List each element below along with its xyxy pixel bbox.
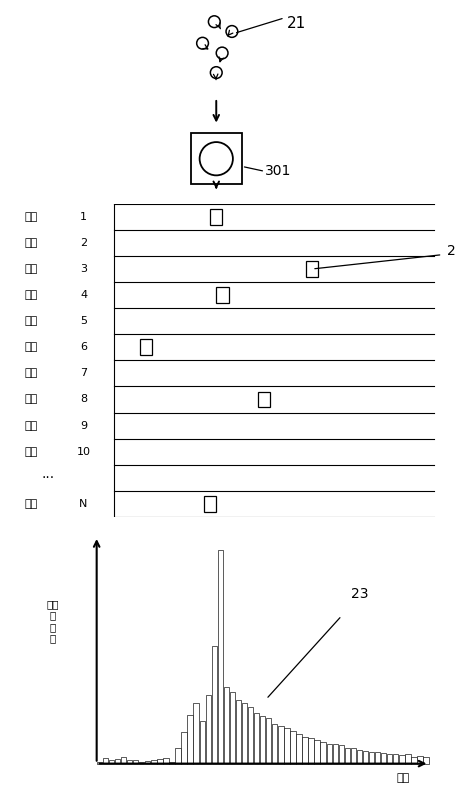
Bar [223, 687, 228, 764]
Text: 23: 23 [350, 586, 367, 601]
Bar [398, 755, 404, 764]
Text: 周期: 周期 [24, 368, 38, 379]
Bar [241, 703, 247, 764]
Bar [139, 340, 152, 355]
Bar [308, 738, 313, 764]
Text: 5: 5 [80, 316, 87, 326]
Text: 周期: 周期 [24, 447, 38, 457]
Bar [175, 749, 180, 764]
Text: N: N [79, 499, 87, 509]
Bar [380, 753, 385, 764]
Bar [320, 741, 325, 764]
Bar [422, 757, 428, 764]
Text: 周期: 周期 [24, 212, 38, 222]
Bar [356, 750, 361, 764]
Text: 22: 22 [446, 244, 455, 258]
Bar [344, 748, 349, 764]
Text: 周期: 周期 [24, 264, 38, 274]
Bar [109, 760, 114, 764]
Bar [205, 695, 211, 764]
Text: 1: 1 [80, 212, 87, 222]
Bar [210, 209, 222, 225]
Bar [151, 760, 156, 764]
Bar [253, 714, 259, 764]
Bar [163, 758, 168, 764]
Text: 6: 6 [80, 342, 87, 352]
Bar [235, 700, 241, 764]
Bar [404, 754, 410, 764]
Circle shape [199, 142, 233, 175]
Bar [289, 731, 295, 764]
Bar [305, 261, 318, 276]
Bar [193, 703, 198, 764]
Bar [410, 757, 416, 764]
Bar [338, 745, 343, 764]
Text: 周期: 周期 [24, 420, 38, 431]
Bar [203, 496, 216, 511]
Text: 周期: 周期 [24, 290, 38, 300]
Bar [199, 721, 204, 764]
Bar [326, 744, 331, 764]
Bar [386, 754, 392, 764]
Bar [374, 752, 379, 764]
Bar [314, 741, 319, 764]
Text: 周期: 周期 [24, 395, 38, 404]
Text: 3: 3 [80, 264, 87, 274]
Bar [416, 756, 422, 764]
Text: 周期: 周期 [24, 238, 38, 248]
Bar [133, 760, 138, 764]
Text: 周期: 周期 [24, 342, 38, 352]
Bar [283, 728, 289, 764]
Bar [216, 288, 228, 303]
Bar [278, 726, 283, 764]
Bar [96, 762, 102, 764]
Bar [190, 133, 241, 184]
Bar [115, 759, 120, 764]
Bar [187, 715, 192, 764]
Bar [121, 757, 126, 764]
Text: 9: 9 [80, 420, 87, 431]
Bar [332, 744, 337, 764]
Bar [350, 749, 355, 764]
Text: 7: 7 [80, 368, 87, 379]
Text: 周期: 周期 [24, 499, 38, 509]
Text: ···: ··· [42, 471, 55, 485]
Text: 10: 10 [76, 447, 91, 457]
Bar [157, 759, 162, 764]
Text: 2: 2 [80, 238, 87, 248]
Text: 时间: 时间 [395, 773, 409, 783]
Bar [296, 734, 301, 764]
Bar [217, 550, 222, 764]
Bar [368, 752, 374, 764]
Bar [181, 733, 187, 764]
Bar [258, 392, 270, 407]
Bar [145, 761, 150, 764]
Bar [169, 762, 174, 764]
Bar [392, 753, 398, 764]
Bar [211, 646, 217, 764]
Bar [102, 758, 108, 764]
Bar [362, 751, 368, 764]
Text: 301: 301 [265, 165, 291, 178]
Bar [259, 716, 265, 764]
Bar [265, 718, 271, 764]
Bar [229, 692, 235, 764]
Text: 光子
计
数
值: 光子 计 数 值 [46, 598, 59, 643]
Text: 21: 21 [286, 16, 305, 31]
Bar [302, 737, 307, 764]
Text: 8: 8 [80, 395, 87, 404]
Bar [126, 760, 132, 764]
Bar [139, 762, 144, 764]
Text: 4: 4 [80, 290, 87, 300]
Bar [248, 706, 253, 764]
Text: 周期: 周期 [24, 316, 38, 326]
Bar [272, 724, 277, 764]
